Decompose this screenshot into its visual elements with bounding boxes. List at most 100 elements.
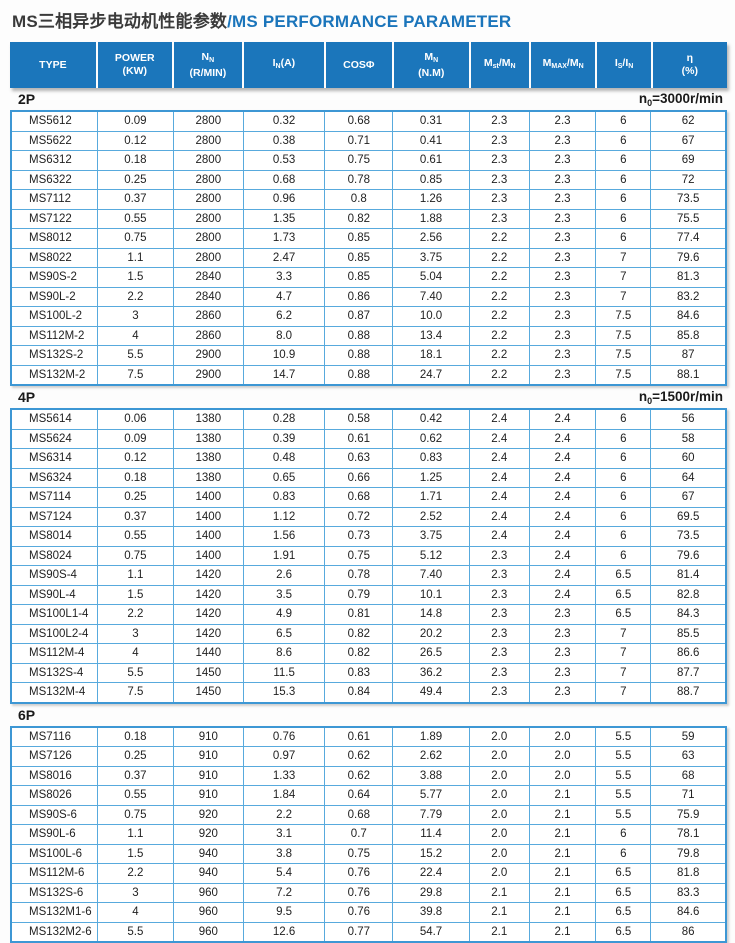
table-cell: 67	[651, 488, 726, 508]
table-cell: 84.6	[651, 307, 726, 327]
cell-motor-type: MS100L-2	[11, 307, 98, 327]
table-cell: 1.35	[243, 209, 325, 229]
table-cell: 6.2	[243, 307, 325, 327]
table-cell: 0.55	[98, 786, 174, 806]
cell-motor-type: MS132M-4	[11, 683, 98, 703]
table-cell: 2.4	[469, 468, 529, 488]
cell-motor-type: MS7112	[11, 190, 98, 210]
table-cell: 2.1	[529, 805, 595, 825]
table-cell: 910	[173, 747, 243, 767]
cell-motor-type: MS90S-6	[11, 805, 98, 825]
table-cell: 0.53	[243, 151, 325, 171]
table-cell: 7	[596, 248, 651, 268]
table-cell: 2.2	[469, 326, 529, 346]
table-cell: 10.0	[393, 307, 470, 327]
table-cell: 2.3	[529, 287, 595, 307]
cell-motor-type: MS112M-2	[11, 326, 98, 346]
table-cell: 6.5	[596, 585, 651, 605]
cell-motor-type: MS5614	[11, 409, 98, 429]
table-cell: 3.5	[243, 585, 325, 605]
table-cell: 6.5	[596, 605, 651, 625]
table-cell: 0.97	[243, 747, 325, 767]
table-cell: 0.76	[243, 727, 325, 747]
table-cell: 2.4	[469, 507, 529, 527]
table-cell: 2.1	[469, 922, 529, 942]
cell-motor-type: MS112M-4	[11, 644, 98, 664]
table-cell: 0.61	[325, 727, 393, 747]
table-cell: 960	[173, 883, 243, 903]
table-cell: 960	[173, 903, 243, 923]
table-cell: 2.0	[529, 727, 595, 747]
col-header-is-ratio: IS/IN	[596, 42, 651, 88]
table-cell: 13.4	[393, 326, 470, 346]
table-cell: 5.4	[243, 864, 325, 884]
cell-motor-type: MS90S-4	[11, 566, 98, 586]
cell-motor-type: MS7114	[11, 488, 98, 508]
table-cell: 2.3	[469, 151, 529, 171]
table-cell: 2.3	[529, 663, 595, 683]
table-cell: 0.85	[325, 268, 393, 288]
table-cell: 2.56	[393, 229, 470, 249]
table-cell: 4.7	[243, 287, 325, 307]
table-cell: 2.4	[529, 429, 595, 449]
table-cell: 2.2	[469, 365, 529, 385]
table-cell: 64	[651, 468, 726, 488]
table-cell: 2.3	[529, 229, 595, 249]
cell-motor-type: MS8022	[11, 248, 98, 268]
table-cell: 1440	[173, 644, 243, 664]
table-cell: 0.87	[325, 307, 393, 327]
table-cell: 2.3	[529, 365, 595, 385]
table-cell: 15.3	[243, 683, 325, 703]
table-cell: 2.0	[469, 766, 529, 786]
section-header: 6P	[10, 704, 727, 726]
cell-motor-type: MS7116	[11, 727, 98, 747]
table-cell: 5.12	[393, 546, 470, 566]
table-cell: 2.3	[469, 644, 529, 664]
table-cell: 6	[596, 151, 651, 171]
table-cell: 2.4	[469, 429, 529, 449]
col-header-mst-ratio: Mst/MN	[470, 42, 530, 88]
table-cell: 20.2	[393, 624, 470, 644]
table-cell: 11.5	[243, 663, 325, 683]
table-cell: 2.62	[393, 747, 470, 767]
table-cell: 5.5	[98, 663, 174, 683]
table-cell: 72	[651, 170, 726, 190]
table-cell: 0.7	[325, 825, 393, 845]
table-cell: 2800	[173, 229, 243, 249]
table-cell: 0.71	[325, 131, 393, 151]
table-cell: 2.3	[529, 190, 595, 210]
table-cell: 69	[651, 151, 726, 171]
table-cell: 18.1	[393, 346, 470, 366]
table-cell: 79.6	[651, 248, 726, 268]
table-cell: 2.2	[98, 287, 174, 307]
table-cell: 1450	[173, 663, 243, 683]
table-cell: 0.09	[98, 111, 174, 131]
cell-motor-type: MS90L-4	[11, 585, 98, 605]
table-cell: 36.2	[393, 663, 470, 683]
table-cell: 1450	[173, 683, 243, 703]
table-cell: 2.0	[469, 825, 529, 845]
section-header: 2P n0=3000r/min	[10, 88, 727, 110]
table-cell: 0.86	[325, 287, 393, 307]
cell-motor-type: MS8026	[11, 786, 98, 806]
cell-motor-type: MS6324	[11, 468, 98, 488]
table-cell: 910	[173, 786, 243, 806]
table-cell: 1380	[173, 449, 243, 469]
table-cell: 2.3	[469, 209, 529, 229]
table-cell: 3.75	[393, 248, 470, 268]
table-cell: 0.78	[325, 170, 393, 190]
table-cell: 2800	[173, 131, 243, 151]
table-cell: 0.61	[325, 429, 393, 449]
table-cell: 5.5	[596, 786, 651, 806]
